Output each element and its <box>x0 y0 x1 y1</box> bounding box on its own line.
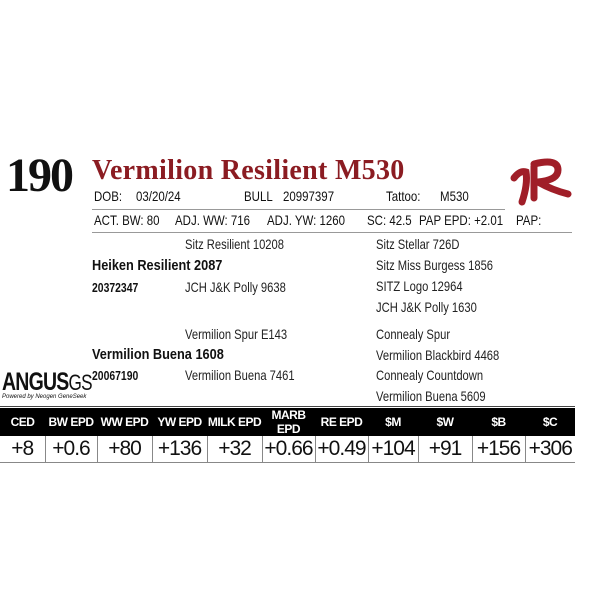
registration-number: 20997397 <box>283 188 335 204</box>
epd-header: WW EPD <box>97 408 152 436</box>
epd-header: CED <box>0 408 45 436</box>
epd-value: +104 <box>367 436 418 463</box>
dam-reg: 20067190 <box>92 368 139 383</box>
tattoo-label: Tattoo: <box>386 188 421 204</box>
epd-header: $B <box>472 408 525 436</box>
epd-value: +32 <box>206 436 262 463</box>
dob-value: 03/20/24 <box>136 188 181 204</box>
brand-mark-icon <box>510 158 572 206</box>
dam-dam: Vermilion Buena 7461 <box>185 367 295 383</box>
animal-name: Vermilion Resilient M530 <box>92 155 405 186</box>
dob-label: DOB: <box>94 188 123 204</box>
epd-value: +0.66 <box>261 436 315 463</box>
epd-value: +91 <box>417 436 472 463</box>
sire-name: Heiken Resilient 2087 <box>92 257 223 274</box>
epd-value: +306 <box>524 436 575 463</box>
epd-value: +156 <box>471 436 525 463</box>
pap: PAP: <box>516 212 542 228</box>
epd-header: RE EPD <box>315 408 368 436</box>
angus-gs-logo: ANGUSGS Powered by Neogen GeneSeek <box>2 368 117 400</box>
logo-main: ANGUS <box>2 368 69 396</box>
sc: SC: 42.5 <box>367 212 412 228</box>
adj-yw: ADJ. YW: 1260 <box>267 212 346 228</box>
sire-reg: 20372347 <box>92 280 139 295</box>
dam-gp-2: Vermilion Blackbird 4468 <box>376 347 500 363</box>
epd-header-row: CED BW EPD WW EPD YW EPD MILK EPD MARB EPD RE … <box>0 408 575 436</box>
epd-header: $W <box>418 408 472 436</box>
sire-sire: Sitz Resilient 10208 <box>185 236 284 252</box>
dam-gp-4: Vermilion Buena 5609 <box>376 388 486 404</box>
epd-value: +136 <box>151 436 207 463</box>
epd-value: +0.6 <box>44 436 97 463</box>
epd-value: +8 <box>0 436 45 463</box>
tattoo-value: M530 <box>440 188 469 204</box>
adj-ww: ADJ. WW: 716 <box>175 212 251 228</box>
epd-header: YW EPD <box>152 408 207 436</box>
epd-value: +0.49 <box>314 436 368 463</box>
dam-gp-3: Connealy Countdown <box>376 367 484 383</box>
logo-suffix: GS <box>68 370 93 395</box>
epd-header: $M <box>368 408 418 436</box>
sex: BULL <box>244 188 273 204</box>
sire-gp-3: SITZ Logo 12964 <box>376 278 463 294</box>
dam-gp-1: Connealy Spur <box>376 326 451 342</box>
lot-number: 190 <box>6 149 74 202</box>
divider <box>92 232 572 233</box>
epd-header: $C <box>525 408 575 436</box>
divider <box>0 406 575 407</box>
act-bw: ACT. BW: 80 <box>94 212 160 228</box>
epd-header: MILK EPD <box>207 408 262 436</box>
epd-values-row: +8 +0.6 +80 +136 +32 +0.66 +0.49 +104 +91 +156 +30… <box>0 436 575 463</box>
dam-sire: Vermilion Spur E143 <box>185 326 288 342</box>
epd-table: CED BW EPD WW EPD YW EPD MILK EPD MARB EPD RE … <box>0 408 575 463</box>
divider <box>92 209 505 210</box>
epd-header: BW EPD <box>45 408 97 436</box>
dam-name: Vermilion Buena 1608 <box>92 346 224 363</box>
sire-gp-4: JCH J&K Polly 1630 <box>376 299 477 315</box>
pap-epd: PAP EPD: +2.01 <box>419 212 504 228</box>
sire-dam: JCH J&K Polly 9638 <box>185 279 286 295</box>
epd-value: +80 <box>96 436 152 463</box>
sire-gp-1: Sitz Stellar 726D <box>376 236 460 252</box>
epd-header: MARB EPD <box>262 408 315 436</box>
logo-tagline: Powered by Neogen GeneSeek <box>2 394 87 400</box>
sire-gp-2: Sitz Miss Burgess 1856 <box>376 257 494 273</box>
